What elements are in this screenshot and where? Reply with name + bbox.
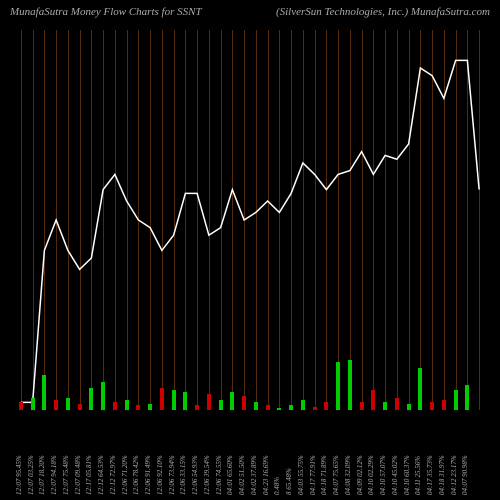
volume-bar — [407, 404, 411, 410]
volume-bar — [277, 408, 281, 410]
volume-bar — [242, 396, 246, 410]
volume-bar — [383, 402, 387, 410]
volume-bar — [113, 402, 117, 410]
volume-bar — [418, 368, 422, 410]
x-axis-label: 04:07 90.98% — [461, 415, 469, 495]
volume-bar — [195, 405, 199, 410]
x-axis-label: 12:06 39.54% — [203, 415, 211, 495]
x-axis-label: 04:23 16.69% — [262, 415, 270, 495]
x-axis-label: 04:18 71.89% — [320, 415, 328, 495]
x-axis-label: 04:07 75.65% — [332, 415, 340, 495]
volume-bar — [19, 402, 23, 410]
volume-bar — [254, 402, 258, 410]
x-axis-label: 04:09 02.12% — [356, 415, 364, 495]
volume-bar — [465, 385, 469, 410]
volume-bar — [371, 390, 375, 410]
volume-bar — [207, 394, 211, 410]
x-axis-label: 12:07 95.45% — [15, 415, 23, 495]
x-axis-label: 04:02 51.50% — [238, 415, 246, 495]
volume-bar — [172, 390, 176, 410]
x-axis-label: 04:10 57.07% — [379, 415, 387, 495]
volume-bar — [89, 388, 93, 410]
x-axis-label: 12:07 09.48% — [74, 415, 82, 495]
volume-bar — [54, 400, 58, 410]
volume-bar — [136, 405, 140, 410]
x-axis-label: 04:10 45.02% — [391, 415, 399, 495]
x-axis-label: 12:06 92.10% — [156, 415, 164, 495]
x-axis-label: 0.48% — [273, 415, 281, 495]
x-axis-label: 04:18 31.97% — [438, 415, 446, 495]
volume-bar — [219, 400, 223, 410]
x-axis-label: 12:06 33.15% — [179, 415, 187, 495]
x-axis-label: 12:06 54.93% — [191, 415, 199, 495]
x-axis-label: 04:17 77.91% — [309, 415, 317, 495]
volume-bar — [125, 400, 129, 410]
volume-bar — [301, 400, 305, 410]
x-axis-label: 04:12 23.17% — [450, 415, 458, 495]
chart-title-left: MunafaSutra Money Flow Charts for SSNT — [10, 6, 202, 18]
x-axis-label: 04:08 32.09% — [344, 415, 352, 495]
x-axis-label: 12:07 03.25% — [27, 415, 35, 495]
chart-title-right: (SilverSun Technologies, Inc.) MunafaSut… — [276, 6, 490, 18]
x-axis-label: 12:12 72.97% — [109, 415, 117, 495]
x-axis-label: 12:06 73.94% — [168, 415, 176, 495]
volume-bar — [148, 404, 152, 410]
volume-bar — [348, 360, 352, 410]
x-axis-label: 12:17 05.81% — [85, 415, 93, 495]
x-axis-label: 12:06 91.49% — [144, 415, 152, 495]
volume-bar — [266, 405, 270, 410]
x-axis-label: 12:07 18.20% — [38, 415, 46, 495]
x-axis-label: 04:03 55.75% — [297, 415, 305, 495]
volume-bar — [230, 392, 234, 410]
chart-container — [15, 30, 485, 410]
x-axis-label: 12:07 94.18% — [50, 415, 58, 495]
volume-bar — [183, 392, 187, 410]
x-axis-label: 04:01 65.60% — [226, 415, 234, 495]
x-axis-labels: 12:07 95.45% 12:07 03.25%12:07 18.20% 12:0… — [15, 415, 485, 500]
x-axis-label: 8 65.48% — [285, 415, 293, 495]
volume-bar — [360, 402, 364, 410]
volume-bar — [31, 398, 35, 410]
volume-bar — [101, 382, 105, 410]
volume-bars — [15, 310, 485, 410]
x-axis-label: 12:06 71.20% — [121, 415, 129, 495]
x-axis-label: 04:10 60.37% — [403, 415, 411, 495]
volume-bar — [336, 362, 340, 410]
volume-bar — [66, 398, 70, 410]
volume-bar — [42, 375, 46, 410]
volume-bar — [160, 388, 164, 410]
volume-bar — [313, 407, 317, 410]
x-axis-label: 04:17 35.73% — [426, 415, 434, 495]
volume-bar — [395, 398, 399, 410]
volume-bar — [442, 400, 446, 410]
x-axis-label: 12:07 75.48% — [62, 415, 70, 495]
x-axis-label: 04:02 37.89% — [250, 415, 258, 495]
volume-bar — [454, 390, 458, 410]
x-axis-label: 12:12 64.53% — [97, 415, 105, 495]
volume-bar — [78, 404, 82, 410]
x-axis-label: 04:10 02.29% — [367, 415, 375, 495]
x-axis-label: 12:06 74.55% — [215, 415, 223, 495]
x-axis-label: 12:06 78.42% — [132, 415, 140, 495]
volume-bar — [324, 402, 328, 410]
volume-bar — [430, 402, 434, 410]
volume-bar — [289, 405, 293, 410]
x-axis-label: 04:11 25.56% — [414, 415, 422, 495]
